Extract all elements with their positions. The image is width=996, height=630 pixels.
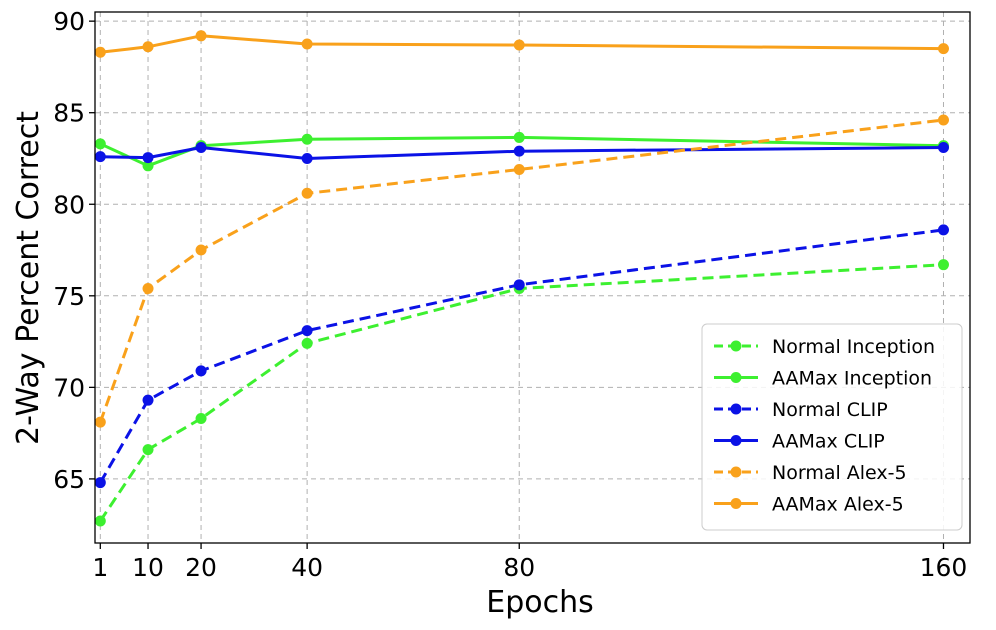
legend-item: AAMax CLIP (714, 431, 885, 453)
series-line-aamax-alex-5 (100, 34, 944, 54)
series-line-aamax-clip (100, 146, 944, 160)
data-point-normal-inception (301, 337, 313, 349)
data-point-normal-alex-5 (94, 416, 106, 428)
data-point-normal-inception (94, 515, 106, 527)
y-tick-label: 85 (53, 99, 85, 128)
data-point-aamax-inception (301, 133, 313, 145)
data-point-normal-alex-5 (937, 114, 949, 126)
data-point-normal-inception (195, 412, 207, 424)
x-axis-title: Epochs (486, 585, 594, 620)
data-point-aamax-clip (195, 141, 207, 153)
data-point-aamax-inception (142, 160, 154, 172)
data-point-aamax-alex-5 (195, 30, 207, 42)
legend-label: Normal CLIP (772, 399, 888, 421)
data-point-aamax-alex-5 (94, 46, 106, 58)
legend: Normal Inception AAMax Inception Normal CL… (701, 323, 963, 531)
x-tick-label: 40 (291, 553, 323, 582)
y-axis-title: 2-Way Percent Correct (11, 111, 46, 445)
legend-marker (730, 498, 742, 509)
data-point-normal-alex-5 (513, 163, 525, 175)
y-tick-label: 90 (53, 7, 85, 36)
y-tick-label: 65 (53, 465, 85, 494)
series-line-aamax-inception (99, 135, 944, 168)
data-point-normal-clip (937, 224, 949, 236)
legend-item: Normal Alex-5 (714, 462, 907, 484)
data-point-normal-clip (195, 365, 207, 377)
legend-label: Normal Alex-5 (772, 462, 907, 484)
series-normal-alex-5 (94, 114, 949, 428)
data-point-aamax-clip (937, 141, 949, 153)
series-normal-clip (94, 224, 949, 489)
data-point-aamax-alex-5 (937, 43, 949, 55)
legend-marker (730, 340, 742, 352)
x-tick-label: 20 (185, 553, 217, 582)
x-tick-label: 1 (92, 553, 108, 582)
x-tick-label: 80 (503, 553, 535, 582)
x-tick-label: 160 (920, 553, 968, 582)
plot-frame (94, 11, 971, 544)
y-tick-label: 80 (53, 190, 85, 219)
data-point-aamax-clip (94, 151, 106, 163)
data-point-aamax-inception (94, 138, 106, 150)
data-point-normal-clip (142, 394, 154, 406)
legend-marker (730, 403, 742, 415)
data-point-normal-alex-5 (301, 187, 313, 199)
data-point-aamax-clip (513, 145, 525, 157)
data-point-aamax-inception (513, 131, 525, 143)
legend-label: AAMax CLIP (772, 431, 885, 453)
legend-item: AAMax Inception (714, 368, 932, 390)
y-tick-label: 70 (53, 373, 85, 402)
data-point-aamax-alex-5 (142, 41, 154, 53)
data-point-normal-clip (301, 325, 313, 337)
legend-marker (730, 466, 742, 478)
data-point-normal-alex-5 (195, 244, 207, 256)
legend-label: AAMax Inception (772, 368, 932, 390)
data-point-normal-inception (937, 259, 949, 271)
x-tick-label: 10 (132, 553, 164, 582)
data-point-normal-clip (513, 279, 525, 291)
series-aamax-clip (94, 141, 949, 164)
legend-item: Normal Inception (714, 336, 935, 358)
legend-marker (730, 372, 742, 383)
data-point-normal-alex-5 (142, 282, 154, 294)
data-point-normal-clip (94, 477, 106, 489)
legend-label: Normal Inception (772, 336, 935, 358)
series-line-normal-clip (99, 228, 944, 484)
series-line-normal-alex-5 (98, 118, 944, 423)
legend-box (701, 323, 963, 531)
series-line-normal-inception (99, 263, 944, 522)
series-aamax-alex-5 (94, 30, 949, 58)
data-point-normal-inception (142, 444, 154, 456)
data-point-aamax-clip (142, 152, 154, 164)
data-point-aamax-alex-5 (513, 39, 525, 51)
legend-item: AAMax Alex-5 (714, 494, 904, 516)
data-point-aamax-alex-5 (301, 38, 313, 50)
legend-item: Normal CLIP (714, 399, 888, 421)
legend-label: AAMax Alex-5 (772, 494, 904, 516)
tick-layer: 1 10 20 40 80 160 65 70 75 80 85 90 (53, 7, 967, 582)
data-point-aamax-clip (301, 152, 313, 164)
legend-marker (730, 435, 742, 446)
y-tick-label: 75 (53, 282, 85, 311)
series-layer (94, 30, 949, 527)
series-normal-inception (94, 259, 949, 527)
